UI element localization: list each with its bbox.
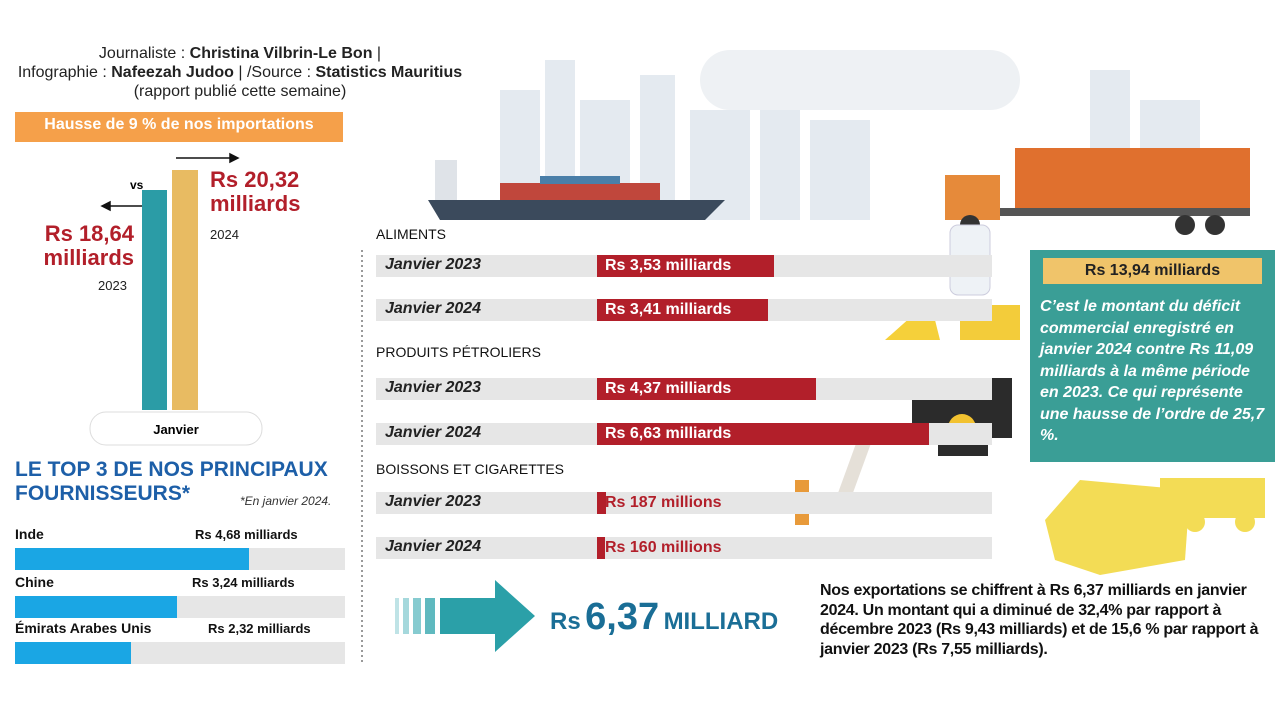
group-label: ALIMENTS — [376, 226, 447, 242]
bar — [597, 492, 607, 514]
value-label: Rs 3,53 milliards — [605, 257, 732, 274]
bar — [15, 596, 177, 618]
value-label: Rs 4,68 milliards — [195, 527, 298, 542]
value-label: Rs 187 millions — [605, 494, 722, 511]
note: (rapport publié cette semaine) — [133, 83, 347, 100]
x-label-box — [89, 411, 263, 446]
row-label: Janvier 2024 — [385, 300, 482, 317]
bar — [597, 537, 605, 559]
label: Journaliste : — [98, 45, 186, 62]
bar — [597, 255, 774, 277]
note: *En janvier 2024. — [240, 494, 332, 508]
value-label: Rs 3,41 milliards — [605, 301, 732, 318]
food-icons — [885, 224, 1020, 340]
category-label: Chine — [15, 574, 54, 590]
currency: Rs — [550, 608, 581, 635]
group-label: PRODUITS PÉTROLIERS — [376, 344, 541, 360]
bar — [172, 170, 198, 410]
row-label: Janvier 2024 — [385, 538, 482, 555]
value-label: Rs 3,24 milliards — [192, 575, 295, 590]
bar — [15, 548, 249, 570]
value-label: Rs 20,32 milliards — [210, 167, 301, 216]
row-label: Janvier 2024 — [385, 424, 482, 441]
name: Christina Vilbrin-Le Bon — [189, 45, 373, 62]
row-label: Janvier 2023 — [385, 256, 482, 273]
bar — [597, 378, 816, 400]
deficit-label-box — [1043, 258, 1262, 284]
suppliers-title: LE TOP 3 DE NOS PRINCIPAUX FOURNISSEURS* — [15, 458, 328, 505]
x-label: Janvier — [153, 422, 199, 437]
category-label: 2023 — [98, 278, 127, 293]
row-label: Janvier 2023 — [385, 493, 482, 510]
bar — [142, 189, 167, 410]
name: Statistics Mauritius — [315, 64, 463, 81]
track — [376, 492, 992, 514]
category-label: 2024 — [210, 227, 239, 242]
value-label: Rs 4,37 milliards — [605, 380, 732, 397]
label: /Source : — [246, 64, 312, 81]
ship — [428, 160, 725, 220]
amount: 6,37 — [585, 596, 660, 638]
bar — [597, 423, 929, 445]
value-label: Rs 18,64 milliards — [43, 221, 134, 270]
group-label: BOISSONS ET CIGARETTES — [376, 461, 565, 477]
row-label: Janvier 2023 — [385, 379, 482, 396]
exports-figure: Rs 6,37 MILLIARD — [550, 596, 778, 639]
deficit-amount: Rs 13,94 milliards — [1084, 262, 1221, 279]
bar — [597, 299, 768, 321]
title-box — [15, 112, 343, 142]
name: Nafeezah Judoo — [111, 64, 234, 81]
truck — [945, 148, 1250, 235]
credits: Journaliste : Christina Vilbrin-Le Bon |… — [10, 44, 470, 101]
label: Infographie : — [17, 64, 107, 81]
separator: | — [376, 45, 382, 62]
annotation: vs — [130, 178, 144, 192]
deficit-text: C’est le montant du déficit commercial e… — [1040, 298, 1265, 444]
exports-text: Nos exportations se chiffrent à Rs 6,37 … — [820, 582, 1259, 658]
category-label: Émirats Arabes Unis — [15, 620, 152, 636]
value-label: Rs 160 millions — [605, 539, 722, 556]
separator: | — [238, 64, 243, 81]
export-arrow — [395, 580, 535, 652]
chart-title: Hausse de 9 % de nos importations — [44, 116, 314, 133]
deficit-box — [1030, 250, 1275, 462]
category-label: Inde — [15, 526, 44, 542]
unit: MILLIARD — [663, 608, 779, 635]
value-label: Rs 2,32 milliards — [208, 621, 311, 636]
track — [376, 537, 992, 559]
export-icon — [1045, 478, 1265, 575]
bar — [15, 642, 131, 664]
value-label: Rs 6,63 milliards — [605, 425, 732, 442]
